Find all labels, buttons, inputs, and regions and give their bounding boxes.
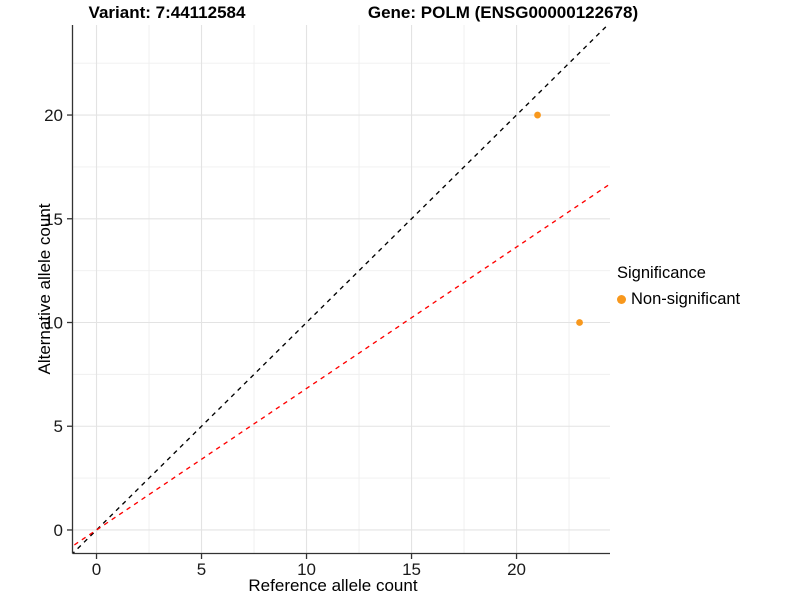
y-tick-label: 20 [44,106,63,125]
variant-title: Variant: 7:44112584 [88,3,246,22]
minor-gridlines [73,25,610,553]
y-axis-title: Alternative allele count [35,203,54,375]
data-points [534,111,583,326]
x-axis-title: Reference allele count [248,576,418,595]
y-tick-label: 15 [44,210,63,229]
x-tick-label: 10 [297,560,316,579]
data-point [534,111,541,119]
x-tick-label: 0 [92,560,101,579]
y-tick-label: 10 [44,314,63,333]
major-gridlines [73,25,610,553]
legend-item-label: Non-significant [631,290,741,308]
identity-line [73,25,609,553]
y-tick-label: 5 [54,417,63,436]
reference-lines [73,25,610,553]
legend-item-non-significant: Non-significant [617,290,740,309]
legend-title: Significance [617,264,706,282]
legend-point-icon [617,295,626,304]
legend: Significance Non-significant [617,263,740,309]
data-point [576,319,583,326]
x-tick-label: 5 [197,560,206,579]
x-tick-label: 15 [402,560,421,579]
tick-marks [67,114,518,559]
axes [71,25,610,555]
gene-title: Gene: POLM (ENSG00000122678) [367,3,639,22]
x-tick-label: 20 [507,560,526,579]
tick-labels: 0 5 10 15 20 0 5 10 15 20 [44,106,526,579]
allelic-ratio-line [73,183,610,547]
y-tick-label: 0 [54,521,63,540]
